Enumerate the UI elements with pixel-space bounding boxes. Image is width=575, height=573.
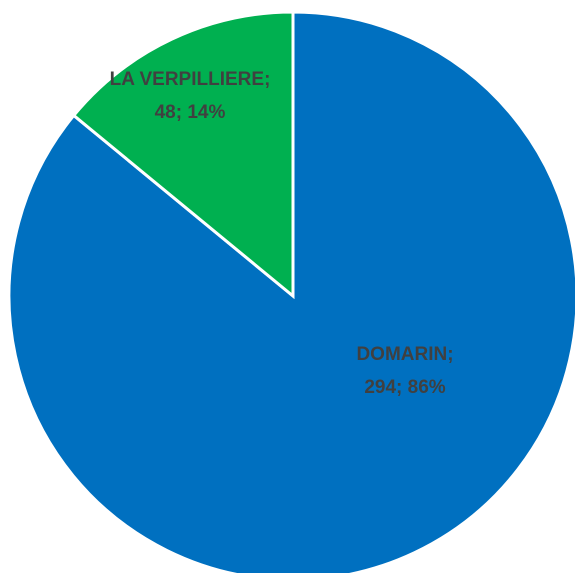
data-label: 48; 14%: [155, 102, 226, 123]
data-label: 294; 86%: [364, 377, 445, 398]
pie-slice: [71, 10, 295, 300]
data-label: LA VERPILLIERE;: [110, 69, 271, 90]
pie-slice: [7, 10, 575, 573]
data-label: DOMARIN;: [356, 344, 453, 365]
